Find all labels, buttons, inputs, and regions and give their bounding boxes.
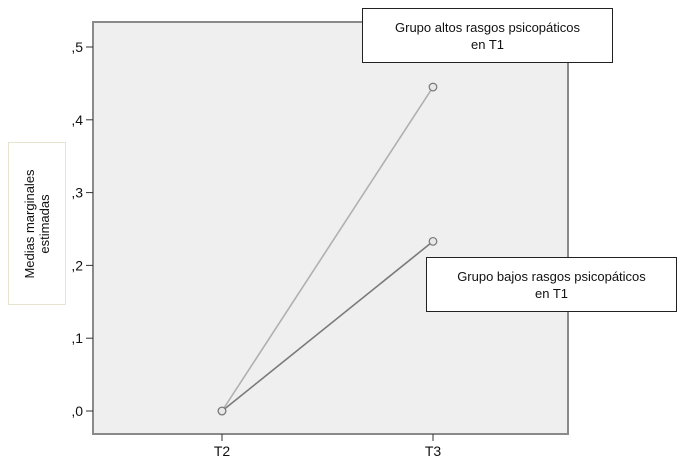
y-axis-label: Medias marginales estimadas xyxy=(22,168,52,279)
series-label-low-text: Grupo bajos rasgos psicopáticos en T1 xyxy=(457,268,646,301)
x-axis: T2 T3 xyxy=(214,434,442,459)
series-label-high-text: Grupo altos rasgos psicopáticos en T1 xyxy=(395,19,580,52)
series-point-1-0 xyxy=(217,406,227,416)
y-tick-label: ,0 xyxy=(71,403,83,419)
series-label-high: Grupo altos rasgos psicopáticos en T1 xyxy=(362,8,613,63)
series-layer xyxy=(217,82,438,416)
y-axis: ,0 ,1 ,2 ,3 ,4 ,5 xyxy=(71,39,93,419)
series-point-1-1 xyxy=(428,236,438,246)
plot-area xyxy=(92,21,569,435)
y-axis-label-box: Medias marginales estimadas xyxy=(8,142,66,305)
x-tick-label: T2 xyxy=(214,443,231,459)
y-tick-label: ,3 xyxy=(71,185,83,201)
y-tick-label: ,4 xyxy=(71,112,83,128)
y-tick-label: ,1 xyxy=(71,330,83,346)
series-point-0-1 xyxy=(428,82,438,92)
x-tick-label: T3 xyxy=(425,443,442,459)
series-line-1 xyxy=(221,240,434,412)
y-tick-label: ,5 xyxy=(71,39,83,55)
series-line-0 xyxy=(221,86,434,412)
series-label-low: Grupo bajos rasgos psicopáticos en T1 xyxy=(426,257,677,312)
y-tick-label: ,2 xyxy=(71,257,83,273)
